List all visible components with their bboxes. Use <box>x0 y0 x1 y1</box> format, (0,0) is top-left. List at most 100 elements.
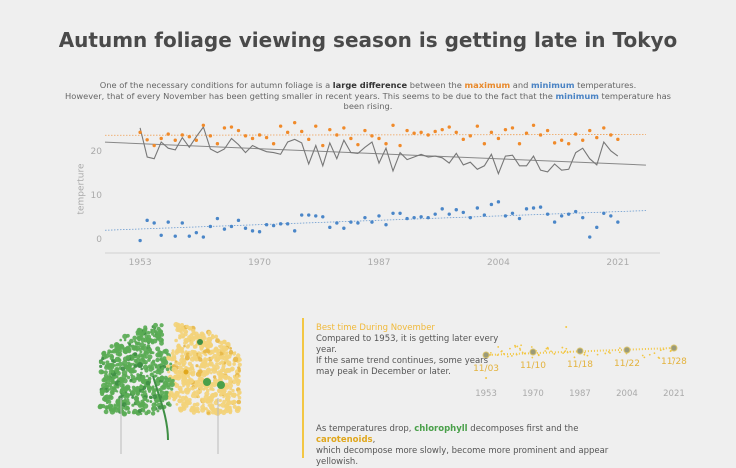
max-point <box>152 143 156 148</box>
leaf-dot <box>188 378 194 384</box>
leaf-dot <box>237 390 242 395</box>
leaf-dot <box>188 328 191 331</box>
leaf-dot <box>144 411 149 416</box>
leaf-dot <box>227 375 231 379</box>
leaf-dot <box>235 374 239 378</box>
min-point <box>307 213 311 217</box>
leaf-dot <box>184 337 189 342</box>
leaf-dot <box>136 354 141 360</box>
leaf-dot <box>178 336 182 340</box>
leaf-dot <box>189 341 194 346</box>
leaf-dot <box>177 361 181 366</box>
leaf-dot <box>197 395 200 399</box>
mini-x-tick-label: 2004 <box>616 389 638 399</box>
max-point <box>447 125 451 129</box>
max-point <box>229 125 234 129</box>
best-time-point <box>566 351 569 354</box>
max-point <box>377 136 381 141</box>
best-time-point <box>618 351 621 354</box>
leaf-dot <box>183 332 188 337</box>
min-point <box>187 234 192 238</box>
best-time-point <box>489 351 492 354</box>
leaf-dot <box>139 371 143 375</box>
leaf-dot <box>183 344 186 348</box>
max-point <box>335 133 339 137</box>
leaf-dot <box>107 399 112 404</box>
leaf-dot <box>115 351 120 356</box>
max-point <box>419 130 423 135</box>
leaf-dot <box>133 386 139 393</box>
best-time-point <box>618 347 621 350</box>
max-point <box>208 134 213 138</box>
leaf-dot <box>135 332 140 336</box>
best-time-point <box>531 356 534 359</box>
min-point <box>377 214 381 218</box>
leaf-accent-dot <box>137 362 143 368</box>
x-tick-label: 1953 <box>129 258 152 268</box>
leaf-dot <box>155 346 161 352</box>
leaf-dot <box>213 393 218 398</box>
max-point <box>243 134 248 138</box>
best-time-text: Best time During November Compared to 19… <box>316 323 506 378</box>
leaf-dot <box>149 372 154 377</box>
leaf-dot <box>109 344 114 349</box>
min-point <box>545 212 550 216</box>
leaf-dot <box>117 361 123 367</box>
leaf-dot <box>126 401 131 406</box>
leaf-dot <box>145 367 149 370</box>
leaf-dot <box>201 397 207 404</box>
best-time-point <box>520 344 523 347</box>
leaf-accent-dot <box>183 369 189 375</box>
temperature-chart: 0 10 20 1953 1970 1987 2004 2021 11/03 11/10 11/18… <box>91 120 687 454</box>
leaf-dot <box>211 333 214 337</box>
leaf-dot <box>153 402 157 406</box>
leaf-dot <box>205 345 210 350</box>
leaf-dot <box>145 399 150 403</box>
leaf-dot <box>145 380 151 386</box>
leaf-dot <box>208 361 214 367</box>
max-point <box>166 132 170 136</box>
leaf-dot <box>223 339 227 344</box>
leaf-dot <box>206 336 213 343</box>
leaf-dot <box>141 375 145 379</box>
leaf-dot <box>114 364 117 367</box>
leaf-dot <box>207 399 211 403</box>
min-point <box>285 222 290 226</box>
leaf-dot <box>190 337 193 341</box>
leaf-dot <box>228 380 233 385</box>
leaf-dot <box>202 403 205 406</box>
max-point <box>461 137 465 142</box>
min-point <box>573 209 578 214</box>
leaf-dot <box>178 398 181 402</box>
leaf-dot <box>174 338 178 343</box>
leaf-dot <box>122 363 125 366</box>
max-point <box>510 126 515 130</box>
leaf-dot <box>127 410 131 415</box>
leaf-dot <box>181 401 186 407</box>
max-point <box>616 137 620 142</box>
best-time-point <box>586 354 589 357</box>
leaf-dot <box>131 391 136 396</box>
min-point <box>363 215 367 220</box>
leaf-dot <box>213 400 219 406</box>
best-time-point <box>510 355 513 357</box>
leaf-dot <box>182 335 185 339</box>
best-time-point <box>672 356 674 359</box>
leaf-dot <box>146 374 149 378</box>
leaf-dot <box>178 395 182 399</box>
min-point <box>433 212 437 216</box>
leaf-dot <box>197 353 201 357</box>
leaf-dot <box>218 403 222 407</box>
leaf-dot <box>133 364 138 368</box>
leaf-dot <box>197 357 203 362</box>
leaf-dot <box>190 332 194 336</box>
max-point <box>496 136 501 141</box>
leaf-dot <box>209 387 212 391</box>
max-point <box>278 124 283 128</box>
best-time-point <box>521 351 524 354</box>
x-tick-label: 1970 <box>248 258 271 268</box>
leaf-dot <box>228 349 234 355</box>
leaf-dot <box>140 367 143 371</box>
max-point <box>482 142 487 146</box>
leaf-dot <box>146 344 151 348</box>
